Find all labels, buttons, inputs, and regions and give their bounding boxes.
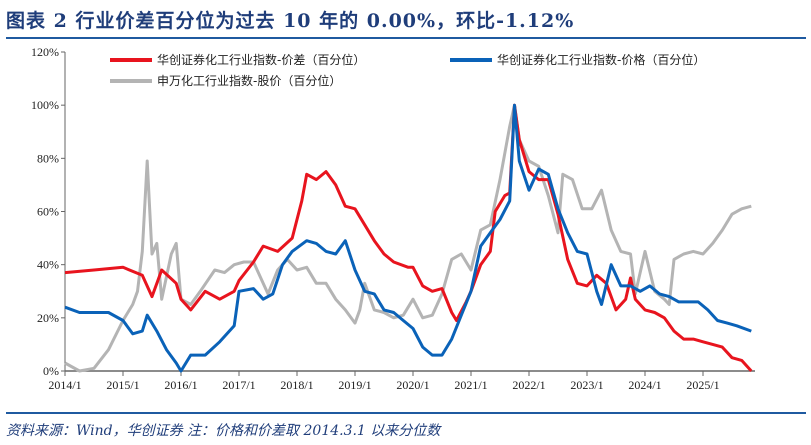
y-tick-label: 80% bbox=[37, 151, 59, 165]
y-tick-label: 0% bbox=[43, 364, 59, 378]
bottom-rule bbox=[6, 412, 806, 414]
x-tick-label: 2023/1 bbox=[570, 378, 603, 392]
figure-title: 图表 2 行业价差百分位为过去 10 年的 0.00%，环比-1.12% bbox=[6, 10, 575, 32]
legend-label: 申万化工行业指数-股价（百分位） bbox=[157, 73, 341, 88]
x-tick-label: 2020/1 bbox=[396, 378, 429, 392]
source-note: 资料来源：Wind，华创证券 注：价格和价差取 2014.3.1 以来分位数 bbox=[6, 423, 441, 439]
top-rule bbox=[6, 37, 806, 39]
x-tick-label: 2018/1 bbox=[280, 378, 313, 392]
y-tick-label: 120% bbox=[31, 45, 59, 59]
y-tick-label: 100% bbox=[31, 98, 59, 112]
x-tick-label: 2015/1 bbox=[106, 378, 139, 392]
x-tick-label: 2024/1 bbox=[628, 378, 661, 392]
y-tick-label: 40% bbox=[37, 258, 59, 272]
y-tick-label: 20% bbox=[37, 311, 59, 325]
x-tick-label: 2022/1 bbox=[512, 378, 545, 392]
x-tick-label: 2014/1 bbox=[48, 378, 81, 392]
x-tick-label: 2025/1 bbox=[686, 378, 719, 392]
x-tick-label: 2016/1 bbox=[164, 378, 197, 392]
x-tick-label: 2019/1 bbox=[338, 378, 371, 392]
series-line-1 bbox=[64, 103, 752, 373]
legend-label: 华创证券化工行业指数-价格（百分位） bbox=[497, 52, 705, 67]
series-line-0 bbox=[64, 103, 753, 373]
x-tick-label: 2021/1 bbox=[454, 378, 487, 392]
y-tick-label: 60% bbox=[37, 205, 59, 219]
x-tick-label: 2017/1 bbox=[222, 378, 255, 392]
series-line-2 bbox=[64, 103, 752, 373]
legend-label: 华创证券化工行业指数-价差（百分位） bbox=[157, 52, 365, 67]
